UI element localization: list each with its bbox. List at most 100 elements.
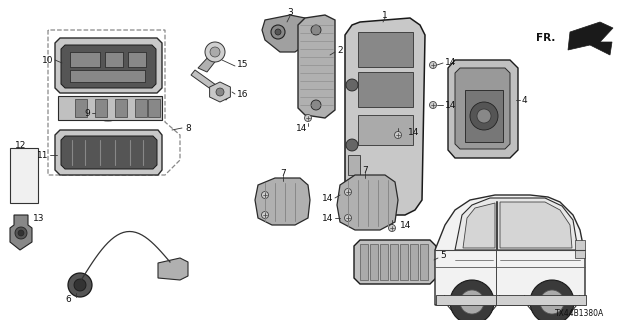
Text: 14: 14 <box>400 220 412 229</box>
Text: 1: 1 <box>382 11 388 20</box>
Polygon shape <box>455 68 510 149</box>
Polygon shape <box>337 175 398 230</box>
Polygon shape <box>463 203 495 248</box>
Polygon shape <box>58 96 162 120</box>
Circle shape <box>450 280 494 320</box>
Text: 2: 2 <box>337 45 342 54</box>
Circle shape <box>344 214 351 221</box>
Ellipse shape <box>94 105 122 121</box>
Circle shape <box>275 29 281 35</box>
Bar <box>465 90 503 142</box>
Text: 8: 8 <box>185 124 191 132</box>
Text: FR.: FR. <box>536 33 555 43</box>
Circle shape <box>394 132 401 139</box>
Circle shape <box>530 280 574 320</box>
Bar <box>115 99 127 117</box>
Text: 14: 14 <box>445 58 456 67</box>
Bar <box>348 185 360 205</box>
Bar <box>105 52 123 67</box>
Polygon shape <box>210 82 230 102</box>
Circle shape <box>311 25 321 35</box>
Bar <box>410 244 418 280</box>
Text: 12: 12 <box>15 140 26 149</box>
Text: 15: 15 <box>237 60 248 68</box>
Bar <box>70 52 100 67</box>
Polygon shape <box>345 18 425 215</box>
Circle shape <box>305 115 312 122</box>
Bar <box>358 72 413 107</box>
Bar <box>390 244 398 280</box>
Circle shape <box>346 79 358 91</box>
Bar <box>575 240 585 258</box>
Bar <box>10 148 38 203</box>
Text: 14: 14 <box>408 127 419 137</box>
Bar <box>370 244 378 280</box>
Bar <box>75 99 87 117</box>
Polygon shape <box>158 258 188 280</box>
Circle shape <box>477 109 491 123</box>
Text: 13: 13 <box>33 213 45 222</box>
Polygon shape <box>55 38 162 93</box>
Circle shape <box>344 188 351 196</box>
Polygon shape <box>61 136 157 169</box>
Text: 6: 6 <box>65 295 71 305</box>
Polygon shape <box>198 55 218 72</box>
Circle shape <box>460 290 484 314</box>
Polygon shape <box>298 15 335 118</box>
Polygon shape <box>10 215 32 250</box>
Polygon shape <box>255 178 310 225</box>
Circle shape <box>540 290 564 314</box>
Polygon shape <box>500 202 572 248</box>
Circle shape <box>15 227 27 239</box>
Bar <box>360 244 368 280</box>
Circle shape <box>429 101 436 108</box>
Text: 10: 10 <box>42 55 53 65</box>
Bar <box>70 70 145 82</box>
Bar <box>436 295 586 305</box>
Circle shape <box>68 273 92 297</box>
Polygon shape <box>568 22 613 55</box>
Bar <box>148 99 160 117</box>
Polygon shape <box>354 240 436 284</box>
Bar <box>135 99 147 117</box>
Text: 14: 14 <box>322 194 333 203</box>
Text: 11: 11 <box>36 150 48 159</box>
Text: 14: 14 <box>445 100 456 109</box>
Circle shape <box>205 42 225 62</box>
Circle shape <box>388 225 396 231</box>
Bar <box>128 52 146 67</box>
Circle shape <box>262 212 269 219</box>
Bar <box>95 99 107 117</box>
Polygon shape <box>455 198 578 250</box>
Bar <box>380 244 388 280</box>
Bar <box>358 115 413 145</box>
Text: 5: 5 <box>440 252 445 260</box>
Circle shape <box>103 108 113 118</box>
Polygon shape <box>191 70 230 100</box>
Polygon shape <box>55 130 162 175</box>
Bar <box>400 244 408 280</box>
Circle shape <box>74 279 86 291</box>
Text: 7: 7 <box>362 165 368 174</box>
Circle shape <box>216 88 224 96</box>
Circle shape <box>470 102 498 130</box>
Circle shape <box>18 230 24 236</box>
Text: 14: 14 <box>296 124 308 132</box>
Text: 7: 7 <box>280 169 286 178</box>
Text: 4: 4 <box>522 95 527 105</box>
Circle shape <box>210 47 220 57</box>
Circle shape <box>271 25 285 39</box>
Bar <box>358 32 413 67</box>
Bar <box>348 155 360 175</box>
Polygon shape <box>262 15 310 52</box>
Polygon shape <box>61 45 156 88</box>
Circle shape <box>346 139 358 151</box>
Circle shape <box>429 61 436 68</box>
Text: 3: 3 <box>287 7 293 17</box>
Text: TX44B1380A: TX44B1380A <box>555 308 604 317</box>
Circle shape <box>262 191 269 198</box>
Text: 9: 9 <box>84 108 90 117</box>
Bar <box>420 244 428 280</box>
Polygon shape <box>435 195 585 305</box>
Polygon shape <box>448 60 518 158</box>
